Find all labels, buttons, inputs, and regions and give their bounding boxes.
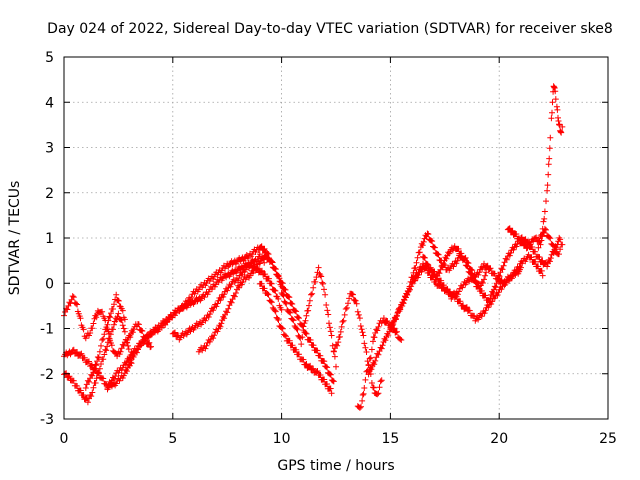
x-tick-label: 25 [599,431,617,447]
y-tick-label: -1 [40,322,54,338]
x-tick-label: 15 [381,431,399,447]
y-tick-label: 2 [45,186,54,202]
series-sat-f [169,260,285,343]
series-sat-h [256,280,335,397]
series-sat-d [82,291,128,391]
plus-markers [256,280,335,397]
series-sat-n [409,251,546,302]
y-tick-label: -3 [40,412,54,428]
axis-ticks [63,56,609,420]
series-sat-q [535,83,566,251]
series-sat-g [195,252,287,355]
plus-markers [278,264,339,370]
y-tick-label: -2 [40,367,54,383]
x-axis-label: GPS time / hours [277,458,394,474]
x-tick-label: 10 [273,431,291,447]
x-tick-labels: 0 5 10 15 20 25 [60,431,617,447]
plus-markers [365,230,490,378]
x-tick-label: 20 [490,431,508,447]
data-points [61,83,566,411]
plus-markers [535,83,566,251]
y-tick-label: 0 [45,276,54,292]
series-sat-j [330,290,385,398]
x-tick-label: 5 [168,431,177,447]
series-sat-i [278,264,339,370]
plus-markers [169,260,285,343]
x-tick-label: 0 [60,431,69,447]
y-tick-label: 1 [45,231,54,247]
chart-title: Day 024 of 2022, Sidereal Day-to-day VTE… [47,21,613,37]
y-tick-label: 5 [45,50,54,66]
plus-markers [330,290,385,398]
plus-markers [82,291,128,391]
y-tick-labels: -3 -2 -1 0 1 2 3 4 5 [40,50,54,428]
y-axis-label: SDTVAR / TECUs [7,181,23,296]
series-sat-l [365,230,490,378]
plus-markers [195,252,287,355]
y-tick-label: 3 [45,141,54,157]
y-tick-label: 4 [45,95,54,111]
plus-markers [409,251,546,302]
